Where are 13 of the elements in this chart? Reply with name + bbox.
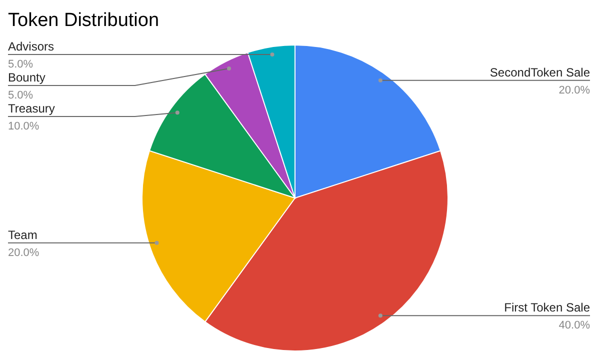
slice-label: Team (8, 228, 38, 242)
data-label: 5.0% (8, 58, 34, 70)
slice-label: Advisors (8, 39, 54, 54)
data-label: 20.0% (8, 246, 40, 259)
data-label: 10.0% (8, 120, 40, 132)
slice-label: First Token Sale (504, 300, 590, 315)
data-label: 5.0% (8, 89, 34, 102)
chart-title: Token Distribution (8, 10, 160, 31)
slice-label: Treasury (8, 101, 55, 116)
data-label: 20.0% (558, 84, 590, 96)
slice-label: SecondToken Sale (490, 65, 590, 80)
data-label: 40.0% (558, 320, 590, 332)
slice-label: Bounty (8, 70, 46, 84)
